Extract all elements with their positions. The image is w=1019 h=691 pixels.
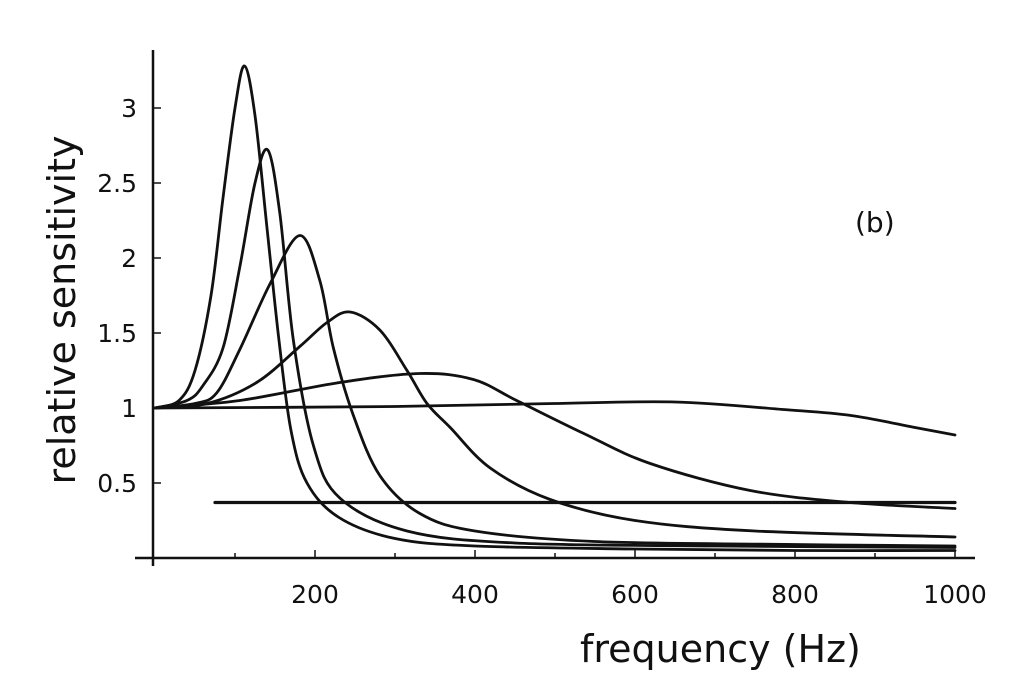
axes [135,50,975,566]
annotation-label: (b) [855,206,895,239]
x-tick-label: 600 [611,580,659,609]
y-tick-label: 0.5 [97,469,137,498]
x-tick-label: 1000 [923,580,987,609]
y-tick-label: 3 [121,94,137,123]
y-tick-label: 1 [121,394,137,423]
series-curve-1 [153,64,957,553]
series-curve-4 [153,310,957,539]
y-tick-label: 2.5 [97,169,137,198]
y-tick-label: 2 [121,244,137,273]
series-curve-2 [153,147,957,549]
series-curve-6 [153,400,957,437]
series-curve-3 [153,234,957,548]
x-axis-title: frequency (Hz) [580,627,861,671]
ticks: 200 400 600 800 1000 0.5 1 1.5 2 2.5 3 [97,94,987,609]
x-tick-label: 800 [771,580,819,609]
x-tick-label: 200 [291,580,339,609]
y-tick-label: 1.5 [97,319,137,348]
series-group [153,64,957,553]
series-curve-5 [153,372,957,510]
x-tick-label: 400 [451,580,499,609]
y-axis-title: relative sensitivity [40,136,84,485]
